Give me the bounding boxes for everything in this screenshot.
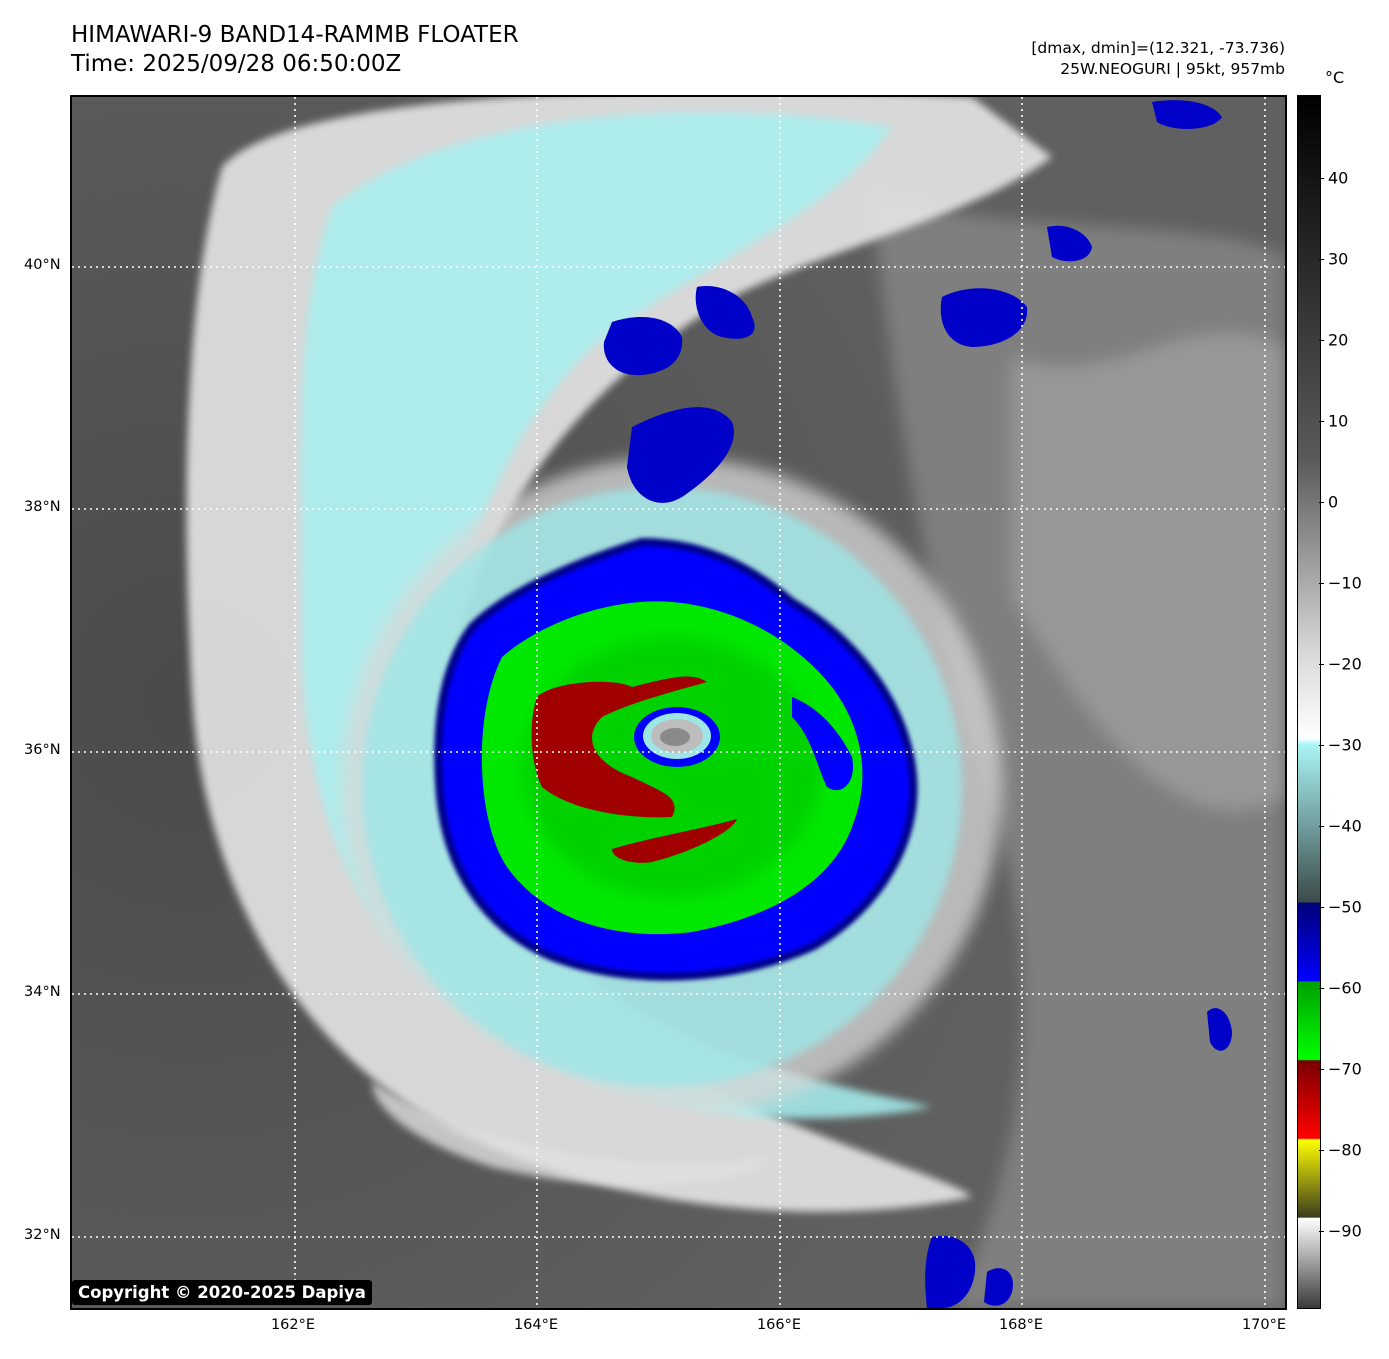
colorbar-unit: °C <box>1325 68 1345 87</box>
colorbar-tick-label: −70 <box>1328 1059 1362 1079</box>
colorbar-tick-label: −90 <box>1328 1221 1362 1241</box>
lon-label-168: 168°E <box>998 1317 1044 1333</box>
lat-label-38: 38°N <box>24 499 61 515</box>
eye-center <box>660 728 690 746</box>
temperature-colorbar <box>1297 95 1321 1309</box>
colorbar-tick-label: −60 <box>1328 978 1362 998</box>
lon-label-162: 162°E <box>270 1317 316 1333</box>
lon-label-166: 166°E <box>756 1317 802 1333</box>
colorbar-tick <box>1319 826 1324 827</box>
colorbar-tick-label: −10 <box>1328 573 1362 593</box>
convective-cell-east <box>1207 1008 1232 1051</box>
convective-cell-ne-small <box>1047 225 1092 262</box>
convective-cell-northeast <box>940 288 1028 347</box>
satellite-image <box>72 97 1285 1308</box>
colorbar-tick <box>1319 1150 1324 1151</box>
colorbar-tick <box>1319 1231 1324 1232</box>
colorbar-tick <box>1319 421 1324 422</box>
lon-label-164: 164°E <box>513 1317 559 1333</box>
colorbar-tick-label: −50 <box>1328 897 1362 917</box>
lat-label-34: 34°N <box>24 984 61 1000</box>
colorbar-tick-label: 0 <box>1328 492 1339 512</box>
info-line1: [dmax, dmin]=(12.321, -73.736) <box>1031 39 1285 57</box>
colorbar-tick-label: −30 <box>1328 735 1362 755</box>
colorbar-tick <box>1319 664 1324 665</box>
title-line2: Time: 2025/09/28 06:50:00Z <box>71 51 402 77</box>
convective-cell-north-1 <box>603 317 683 376</box>
colorbar-tick <box>1319 907 1324 908</box>
info-line2: 25W.NEOGURI | 95kt, 957mb <box>1060 60 1285 78</box>
colorbar-tick <box>1319 178 1324 179</box>
eyewall-navy-edge <box>434 537 918 981</box>
lat-label-40: 40°N <box>24 257 61 273</box>
convective-cell-north-2 <box>695 286 755 339</box>
colorbar-tick-label: 40 <box>1328 168 1349 188</box>
coldest-tops-band-1 <box>531 676 707 818</box>
colorbar-tick-label: 20 <box>1328 330 1349 350</box>
colorbar-tick-label: −40 <box>1328 816 1362 836</box>
convective-cell-north-3 <box>627 407 734 503</box>
colorbar-tick <box>1319 340 1324 341</box>
lon-label-170: 170°E <box>1241 1317 1287 1333</box>
colorbar-tick <box>1319 1069 1324 1070</box>
colorbar-tick <box>1319 745 1324 746</box>
colorbar-tick-label: −20 <box>1328 654 1362 674</box>
title-line1: HIMAWARI-9 BAND14-RAMMB FLOATER <box>71 22 519 48</box>
satellite-map <box>70 95 1287 1310</box>
lat-label-36: 36°N <box>24 742 61 758</box>
colorbar-tick-label: 10 <box>1328 411 1349 431</box>
colorbar-tick-label: −80 <box>1328 1140 1362 1160</box>
colorbar-tick <box>1319 988 1324 989</box>
convective-cell-south <box>925 1235 976 1308</box>
colorbar-tick <box>1319 259 1324 260</box>
cloud-streak-east <box>1012 332 1285 811</box>
coldest-tops-band-2 <box>612 819 737 863</box>
convective-cell-top-right <box>1152 100 1222 129</box>
colorbar-tick-label: 30 <box>1328 249 1349 269</box>
colorbar-tick <box>1319 502 1324 503</box>
graticule <box>72 97 1285 1308</box>
colorbar-tick <box>1319 583 1324 584</box>
convective-cell-south-2 <box>984 1268 1013 1306</box>
blue-rainband-east <box>792 697 853 791</box>
south-rainband <box>372 1082 772 1186</box>
lat-label-32: 32°N <box>24 1227 61 1243</box>
copyright-badge: Copyright © 2020-2025 Dapiya <box>72 1280 372 1305</box>
